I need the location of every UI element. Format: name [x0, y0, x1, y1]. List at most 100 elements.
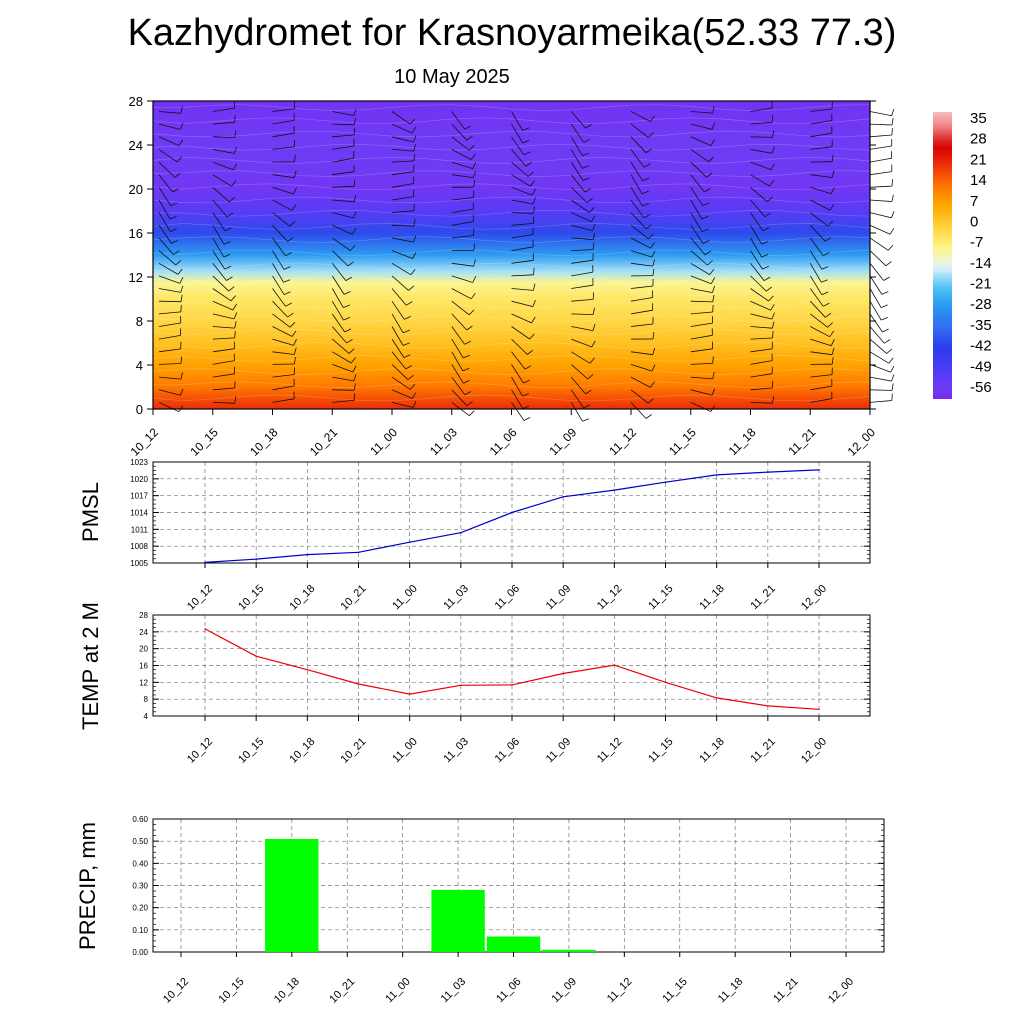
wind-barb-flag [710, 139, 715, 146]
wind-barb-flag [409, 118, 416, 125]
wind-barb-flag [411, 392, 417, 399]
wind-barb-flag [645, 414, 652, 419]
wind-barb-flag [531, 188, 536, 196]
wind-barb [272, 120, 295, 125]
wind-barb [212, 121, 235, 125]
wind-barb [511, 376, 523, 397]
wind-barb-flag [889, 228, 895, 235]
wind-barb [451, 389, 468, 406]
colorbar-label: 0 [970, 213, 978, 230]
wind-barb [212, 107, 235, 112]
y-tick-label: 1005 [130, 559, 148, 568]
colorbar-label: 35 [970, 110, 987, 127]
wind-barb-flag [287, 237, 294, 242]
wind-barb-flag [770, 304, 775, 311]
wind-barb-flag [287, 312, 294, 318]
wind-barb [511, 300, 533, 307]
wind-barb [809, 263, 822, 283]
wind-barb [690, 111, 713, 114]
wind-barb-flag [527, 349, 534, 355]
wind-barb [212, 326, 235, 329]
wind-barb [158, 149, 178, 163]
wind-barb [869, 250, 887, 267]
x-tick-label: 11_00 [390, 736, 420, 766]
wind-barb-flag [883, 276, 890, 281]
wind-barb [750, 326, 773, 329]
wind-barb [391, 275, 409, 291]
wind-barb [272, 132, 295, 138]
colorbar [933, 112, 952, 399]
wind-barb [451, 338, 464, 359]
x-tick-label: 11_15 [646, 583, 676, 613]
wind-barb-flag [404, 316, 411, 320]
wind-barb [810, 385, 832, 391]
wind-barb [690, 334, 713, 340]
wind-barb [391, 364, 409, 380]
heatmap-contour [152, 104, 871, 111]
wind-barb-flag [345, 276, 353, 281]
wind-barb [158, 348, 181, 353]
wind-barb [630, 212, 647, 229]
y-tick-label: 24 [129, 138, 143, 153]
wind-barb [212, 250, 226, 270]
precip-bar [431, 889, 485, 952]
wind-barb [272, 263, 284, 283]
wind-barb [511, 313, 532, 324]
wind-barb-flag [470, 153, 476, 160]
wind-barb [451, 275, 473, 283]
wind-barb-flag [293, 187, 297, 195]
x-tick-label: 11_06 [493, 736, 523, 766]
wind-barb-flag [179, 388, 184, 396]
wind-barb-flag [829, 204, 835, 211]
wind-barb-flag [880, 304, 888, 308]
wind-barb-flag [234, 321, 237, 329]
x-tick-label: 10_15 [216, 976, 246, 1006]
wind-barb [212, 313, 235, 320]
wind-barb-flag [473, 259, 476, 267]
wind-barb-flag [350, 357, 356, 364]
wind-barb-flag [223, 253, 231, 258]
wind-barb [511, 389, 524, 409]
wind-barb-flag [886, 348, 893, 354]
heatmap-contour [152, 394, 871, 402]
wind-barb-flag [882, 328, 889, 333]
wind-barb [391, 136, 414, 143]
x-tick-label: 11_15 [660, 976, 690, 1006]
wind-barb [630, 351, 653, 356]
data-point [460, 684, 462, 687]
wind-barb-flag [170, 202, 178, 207]
wind-barb-flag [830, 339, 835, 346]
wind-barb [570, 161, 584, 181]
wind-barb-flag [590, 215, 596, 222]
wind-barb [869, 300, 882, 321]
y-tick-label: 0 [136, 402, 143, 417]
wind-barb [630, 136, 647, 153]
wind-barb [869, 263, 884, 281]
wind-barb-flag [179, 122, 184, 130]
wind-barb [630, 285, 653, 289]
wind-barb [810, 351, 833, 356]
y-tick-label: 0.10 [132, 926, 148, 935]
wind-barb [332, 389, 355, 391]
wind-barb [451, 376, 466, 396]
wind-barb-flag [891, 179, 893, 187]
data-point [460, 531, 462, 534]
wind-barb [690, 275, 712, 285]
wind-barb [391, 389, 413, 399]
wind-barb [158, 161, 176, 178]
wind-barb [630, 376, 651, 388]
wind-barb [212, 275, 229, 292]
wind-barb-flag [711, 388, 716, 396]
wind-barb [511, 326, 530, 340]
wind-barb [750, 250, 763, 270]
wind-barb-flag [403, 354, 411, 358]
wind-barb-flag [234, 146, 237, 154]
wind-barb [212, 237, 225, 258]
wind-barb-flag [652, 268, 655, 276]
heatmap-contour [152, 315, 871, 322]
x-tick-label: 10_15 [236, 583, 266, 613]
wind-barb [212, 348, 235, 353]
wind-barb-flag [762, 265, 769, 270]
x-tick-label: 11_03 [427, 425, 460, 458]
